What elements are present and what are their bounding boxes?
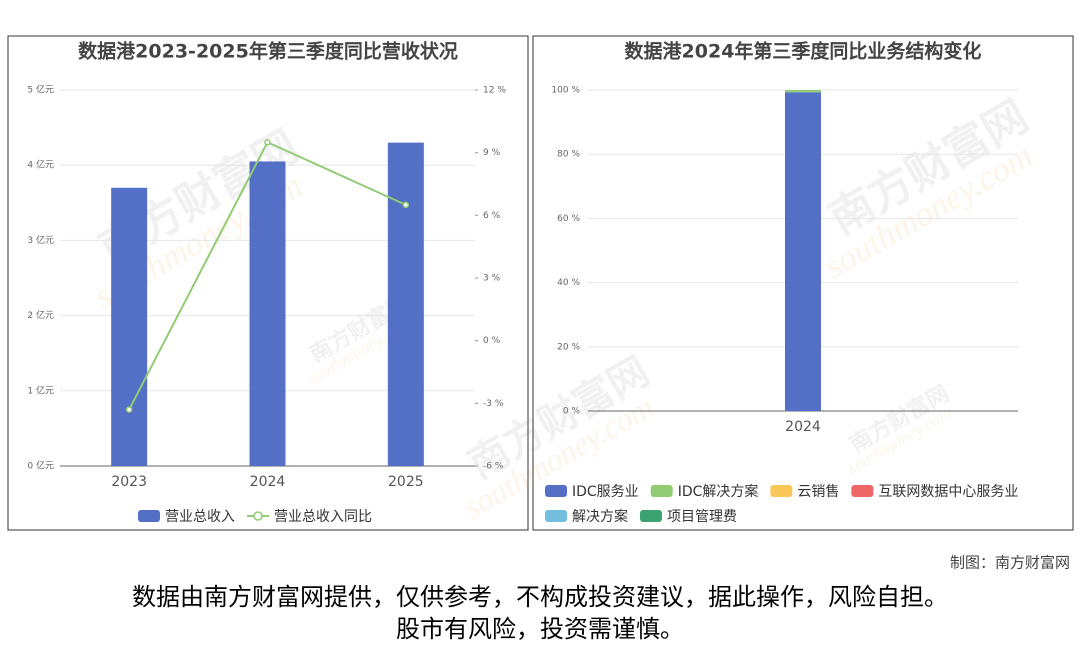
y-tick-label: 2 亿元 <box>27 309 54 321</box>
legend-marker <box>770 485 793 497</box>
x-tick-label: 2023 <box>111 474 147 490</box>
legend-label: 解决方案 <box>572 508 628 525</box>
legend-label: 营业总收入 <box>165 509 235 525</box>
y-tick-label: 4 亿元 <box>27 159 54 171</box>
point <box>264 138 271 146</box>
y-tick-label: 5 亿元 <box>27 84 54 96</box>
chart-title: 数据港2024年第三季度同比业务结构变化 <box>625 40 982 63</box>
legend-label: IDC解决方案 <box>678 483 759 500</box>
y2-tick-label: 12 % <box>483 86 506 96</box>
y-tick-label: 60 % <box>557 214 580 224</box>
y2-tick-label: 3 % <box>483 274 501 284</box>
point <box>402 201 410 209</box>
legend-marker <box>545 510 567 522</box>
y2-tick-label: 0 % <box>483 336 501 346</box>
x-tick-label: 2025 <box>388 474 424 490</box>
panel <box>7 35 529 531</box>
bar-segment <box>785 92 821 411</box>
bar <box>111 187 148 466</box>
chart-title: 数据港2023-2025年第三季度同比营收状况 <box>78 40 458 63</box>
legend-marker <box>640 510 662 522</box>
y2-tick-label: -3 % <box>483 399 504 409</box>
y-tick-label: 100 % <box>551 86 580 96</box>
legend-label: 项目管理费 <box>667 509 737 525</box>
x-tick-label: 2024 <box>785 419 821 435</box>
legend-label: 互联网数据中心服务业 <box>878 484 1018 500</box>
y2-tick-label: 9 % <box>483 148 501 158</box>
y2-tick-label: 6 % <box>483 211 501 221</box>
legend-marker <box>138 510 160 522</box>
y-tick-label: 80 % <box>557 150 580 160</box>
y-tick-label: 40 % <box>557 278 580 288</box>
legend-label: 营业总收入同比 <box>274 509 372 525</box>
point <box>125 406 133 413</box>
bar <box>387 142 424 466</box>
legend-marker <box>650 485 673 497</box>
disclaimer: 股市有风险，投资需谨慎。 <box>396 615 684 643</box>
y-tick-label: 3 亿元 <box>27 234 54 246</box>
disclaimer: 数据由南方财富网提供，仅供参考，不构成投资建议，据此操作，风险自担。 <box>132 583 948 611</box>
credit: 制图：南方财富网 <box>950 554 1070 572</box>
y2-tick-label: -6 % <box>483 462 504 472</box>
x-tick-label: 2024 <box>250 474 286 490</box>
y-tick-label: 20 % <box>557 342 580 352</box>
bar <box>249 161 286 466</box>
bar-segment <box>785 90 821 93</box>
y-tick-label: 0 亿元 <box>27 460 54 472</box>
y-tick-label: 1 亿元 <box>27 384 54 396</box>
legend-label: 云销售 <box>797 484 839 500</box>
legend-label: IDC服务业 <box>572 484 639 500</box>
panel <box>532 35 1074 531</box>
legend-marker <box>253 511 263 521</box>
legend-marker <box>851 485 874 497</box>
legend-marker <box>545 485 567 497</box>
y-tick-label: 0 % <box>563 407 581 417</box>
